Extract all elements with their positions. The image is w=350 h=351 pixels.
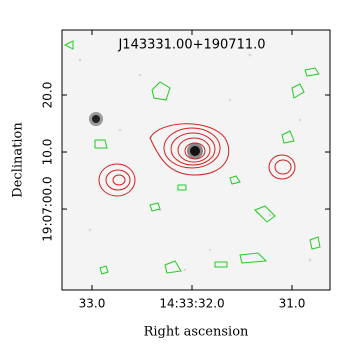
x-tick-label: 33.0 [79, 297, 106, 311]
red-contours [98, 123, 296, 197]
sky-image [62, 30, 330, 290]
y-tick-label: 19:07:00.0 [41, 176, 55, 241]
green-contours [63, 40, 321, 275]
x-axis-label: Right ascension [144, 325, 249, 340]
y-tick-label: 10.0 [41, 139, 55, 166]
source-core [190, 146, 200, 156]
star-core [92, 115, 100, 123]
noise [78, 53, 312, 272]
y-axis-label: Declination [11, 122, 26, 198]
chart-title: J143331.00+190711.0 [117, 38, 265, 53]
frame [61, 29, 331, 291]
image-panel [61, 29, 331, 291]
x-tick-label: 14:33:32.0 [159, 297, 224, 311]
y-tick-label: 20.0 [41, 82, 55, 109]
x-tick-label: 31.0 [279, 297, 306, 311]
